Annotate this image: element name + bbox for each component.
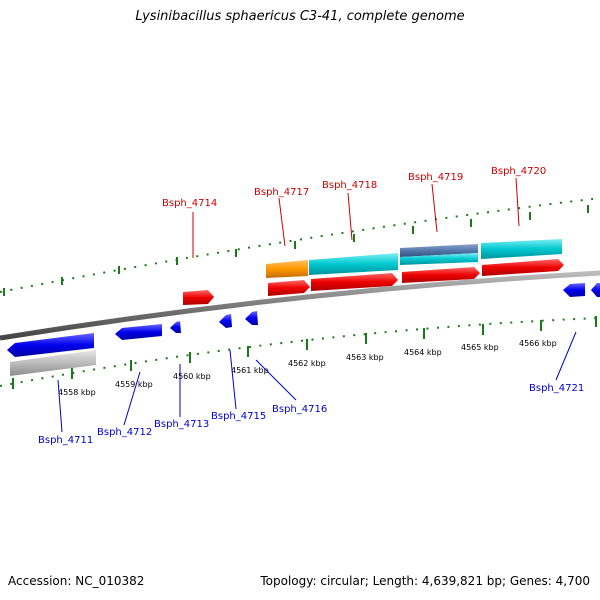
reverse-features <box>7 283 600 376</box>
cds-bsph-4713[interactable] <box>170 321 181 333</box>
kbp-label: 4559 kbp <box>115 380 153 389</box>
cds-bsph-4717[interactable] <box>268 280 310 296</box>
kbp-labels: 4558 kbp 4559 kbp 4560 kbp 4561 kbp 4562… <box>58 339 557 397</box>
cds-bsph-4712[interactable] <box>115 324 162 340</box>
kbp-label: 4564 kbp <box>404 348 442 357</box>
gene-label-bsph-4715[interactable]: Bsph_4715 <box>211 411 266 422</box>
genome-backbone <box>0 270 600 341</box>
leader-line <box>278 197 286 247</box>
rna-bsph-4718[interactable] <box>309 253 398 275</box>
cds-bsph-4720[interactable] <box>482 259 564 276</box>
leader-line <box>123 371 141 426</box>
cds-bsph-4715[interactable] <box>219 314 232 328</box>
inner-tick-track <box>0 317 600 387</box>
gene-label-bsph-4716[interactable]: Bsph_4716 <box>272 404 327 415</box>
leader-line <box>347 192 353 241</box>
kbp-label: 4558 kbp <box>58 388 96 397</box>
kbp-label: 4560 kbp <box>173 372 211 381</box>
gene-label-bsph-4719[interactable]: Bsph_4719 <box>408 172 463 183</box>
gene-label-bsph-4721[interactable]: Bsph_4721 <box>529 383 584 394</box>
rna-bsph-4720[interactable] <box>481 239 562 259</box>
forward-gene-labels <box>192 177 520 258</box>
kbp-label: 4561 kbp <box>231 366 269 375</box>
feature-orange[interactable] <box>266 260 308 278</box>
rna-bsph-4719[interactable] <box>400 253 478 265</box>
kbp-label: 4562 kbp <box>288 359 326 368</box>
cds-bsph-4719[interactable] <box>402 267 480 283</box>
reverse-gene-label-texts: Bsph_4711 Bsph_4712 Bsph_4713 Bsph_4715 … <box>38 383 584 446</box>
leader-line <box>515 177 520 227</box>
gene-label-bsph-4711[interactable]: Bsph_4711 <box>38 435 93 446</box>
kbp-label: 4565 kbp <box>461 343 499 352</box>
kbp-label: 4566 kbp <box>519 339 557 348</box>
leader-line <box>431 183 438 233</box>
outer-tick-track <box>0 197 600 293</box>
cds-bsph-4714[interactable] <box>183 290 214 305</box>
gene-label-bsph-4720[interactable]: Bsph_4720 <box>491 166 546 177</box>
gene-label-bsph-4718[interactable]: Bsph_4718 <box>322 180 377 191</box>
cds-bsph-4721[interactable] <box>563 283 585 297</box>
accession-text: Accession: NC_010382 <box>8 574 145 588</box>
leader-line <box>555 331 577 381</box>
gene-label-bsph-4714[interactable]: Bsph_4714 <box>162 198 217 209</box>
map-title: Lysinibacillus sphaericus C3-41, complet… <box>135 9 465 24</box>
pseudogene-bsph-4711[interactable] <box>10 350 96 376</box>
reverse-gene-labels <box>57 331 577 433</box>
inner-major-ticks <box>12 316 597 389</box>
kbp-label: 4563 kbp <box>346 353 384 362</box>
gene-label-bsph-4712[interactable]: Bsph_4712 <box>97 427 152 438</box>
cds-bsph-4718[interactable] <box>311 273 398 291</box>
leader-line <box>229 349 237 410</box>
forward-features <box>183 239 564 305</box>
gene-label-bsph-4713[interactable]: Bsph_4713 <box>154 419 209 430</box>
forward-gene-label-texts: Bsph_4714 Bsph_4717 Bsph_4718 Bsph_4719 … <box>162 166 546 209</box>
gene-label-bsph-4717[interactable]: Bsph_4717 <box>254 187 309 198</box>
cds-bsph-4721-second[interactable] <box>591 283 600 297</box>
leader-line <box>57 379 63 433</box>
leader-line <box>255 359 297 401</box>
cds-bsph-4716[interactable] <box>245 311 258 325</box>
topology-summary-text: Topology: circular; Length: 4,639,821 bp… <box>260 574 590 588</box>
cds-bsph-4711[interactable] <box>7 333 94 357</box>
feature-steelblue[interactable] <box>400 244 478 257</box>
outer-major-ticks <box>3 205 589 296</box>
